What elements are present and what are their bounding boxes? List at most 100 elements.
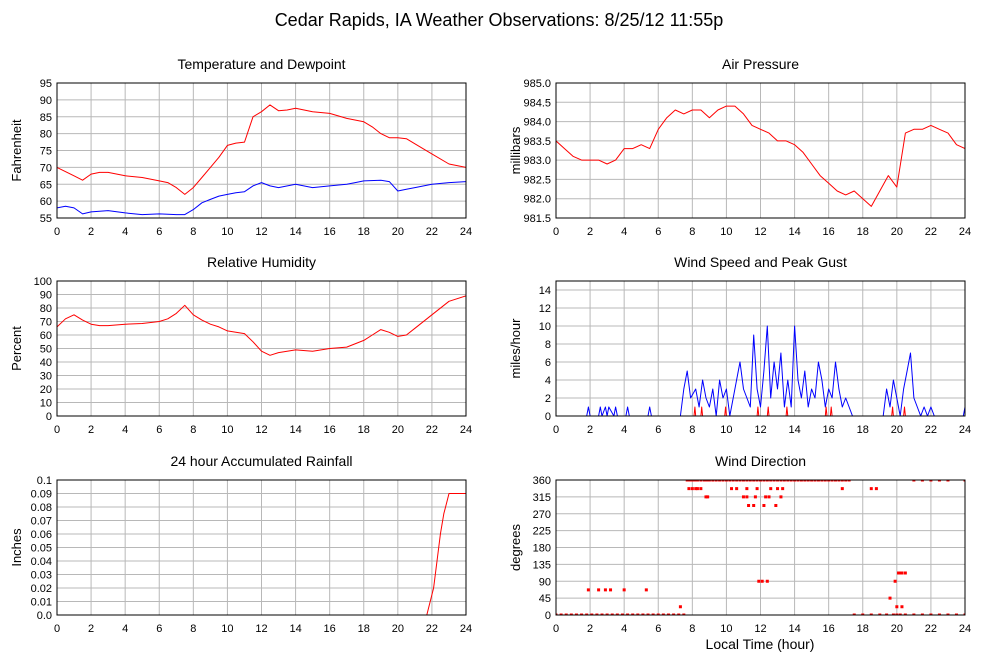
y-tick-label: 0 xyxy=(545,610,551,622)
x-tick-label: 4 xyxy=(122,424,128,436)
x-tick-label: 18 xyxy=(358,424,370,436)
y-tick-label: 75 xyxy=(40,146,52,158)
data-point xyxy=(600,613,604,615)
x-tick-label: 18 xyxy=(857,623,869,635)
data-point xyxy=(779,495,783,499)
x-tick-label: 24 xyxy=(460,226,472,238)
data-point xyxy=(714,480,718,482)
data-point xyxy=(656,613,660,615)
data-point xyxy=(620,613,624,615)
y-axis-label: miles/hour xyxy=(508,318,523,379)
x-tick-label: 2 xyxy=(587,226,593,238)
x-tick-label: 8 xyxy=(190,226,196,238)
data-point xyxy=(852,613,856,615)
data-point xyxy=(897,571,901,575)
plot-frame xyxy=(555,479,966,616)
data-point xyxy=(564,613,568,615)
x-tick-label: 24 xyxy=(460,623,472,635)
y-axis-label: Inches xyxy=(9,528,24,567)
data-point xyxy=(820,480,824,482)
data-point xyxy=(954,613,958,615)
data-point xyxy=(759,480,762,482)
data-point xyxy=(610,613,614,615)
data-point xyxy=(745,480,749,482)
x-tick-label: 2 xyxy=(88,424,94,436)
data-point xyxy=(694,480,698,482)
y-tick-label: 45 xyxy=(539,593,551,605)
y-tick-label: 983.0 xyxy=(523,155,551,167)
x-tick-label: 20 xyxy=(392,424,404,436)
data-point xyxy=(702,480,706,482)
x-tick-label: 16 xyxy=(324,424,336,436)
data-point xyxy=(912,613,916,615)
data-point xyxy=(869,613,873,615)
y-tick-label: 60 xyxy=(40,330,52,342)
data-point xyxy=(755,487,759,491)
data-point xyxy=(803,480,807,482)
y-tick-label: 0 xyxy=(545,411,551,423)
y-axis-label: millibars xyxy=(508,126,523,174)
data-point xyxy=(699,487,703,491)
x-tick-label: 6 xyxy=(156,424,162,436)
y-tick-label: 60 xyxy=(40,196,52,208)
data-point xyxy=(603,588,607,592)
x-tick-label: 14 xyxy=(289,226,301,238)
y-tick-label: 315 xyxy=(533,492,551,504)
data-point xyxy=(776,480,780,482)
x-tick-label: 16 xyxy=(823,226,835,238)
x-tick-label: 24 xyxy=(959,424,971,436)
data-point xyxy=(590,613,594,615)
x-tick-label: 10 xyxy=(720,623,732,635)
y-tick-label: 90 xyxy=(40,95,52,107)
x-tick-label: 12 xyxy=(754,623,766,635)
data-point xyxy=(748,480,752,482)
data-point xyxy=(764,495,768,499)
data-point xyxy=(615,613,619,615)
data-point xyxy=(885,613,889,615)
panel-title: 24 hour Accumulated Rainfall xyxy=(170,453,352,469)
x-tick-label: 8 xyxy=(190,424,196,436)
panel-title: Wind Speed and Peak Gust xyxy=(674,254,847,270)
data-point xyxy=(707,480,711,482)
x-tick-label: 20 xyxy=(392,226,404,238)
series-line-1 xyxy=(556,406,965,416)
x-tick-label: 22 xyxy=(426,226,438,238)
x-tick-label: 16 xyxy=(823,623,835,635)
x-axis-label: Local Time (hour) xyxy=(706,636,815,652)
data-point xyxy=(682,613,686,615)
data-point xyxy=(745,495,749,499)
x-tick-label: 20 xyxy=(891,623,903,635)
data-point xyxy=(677,613,681,615)
data-point xyxy=(687,480,691,482)
plot-frame xyxy=(56,82,467,219)
data-point xyxy=(755,480,759,482)
y-tick-label: 0.02 xyxy=(31,583,52,595)
data-point xyxy=(769,487,773,491)
x-tick-label: 12 xyxy=(255,424,267,436)
x-tick-label: 8 xyxy=(689,226,695,238)
data-point xyxy=(861,613,865,615)
y-tick-label: 90 xyxy=(40,290,52,302)
data-point xyxy=(704,495,708,499)
y-axis-label: Percent xyxy=(9,326,24,371)
x-tick-label: 6 xyxy=(655,623,661,635)
data-point xyxy=(718,480,722,482)
x-tick-label: 22 xyxy=(925,226,937,238)
data-point xyxy=(605,613,609,615)
x-tick-label: 14 xyxy=(289,424,301,436)
y-tick-label: 80 xyxy=(40,129,52,141)
x-tick-label: 8 xyxy=(689,424,695,436)
x-tick-label: 0 xyxy=(553,226,559,238)
y-tick-label: 0 xyxy=(46,411,52,423)
x-tick-label: 24 xyxy=(460,424,472,436)
y-tick-label: 2 xyxy=(545,393,551,405)
data-point xyxy=(595,613,599,615)
y-tick-label: 0.03 xyxy=(31,570,52,582)
data-point xyxy=(644,588,648,592)
x-tick-label: 22 xyxy=(426,623,438,635)
y-tick-label: 180 xyxy=(533,543,551,555)
y-tick-label: 95 xyxy=(40,78,52,90)
x-tick-label: 16 xyxy=(324,623,336,635)
